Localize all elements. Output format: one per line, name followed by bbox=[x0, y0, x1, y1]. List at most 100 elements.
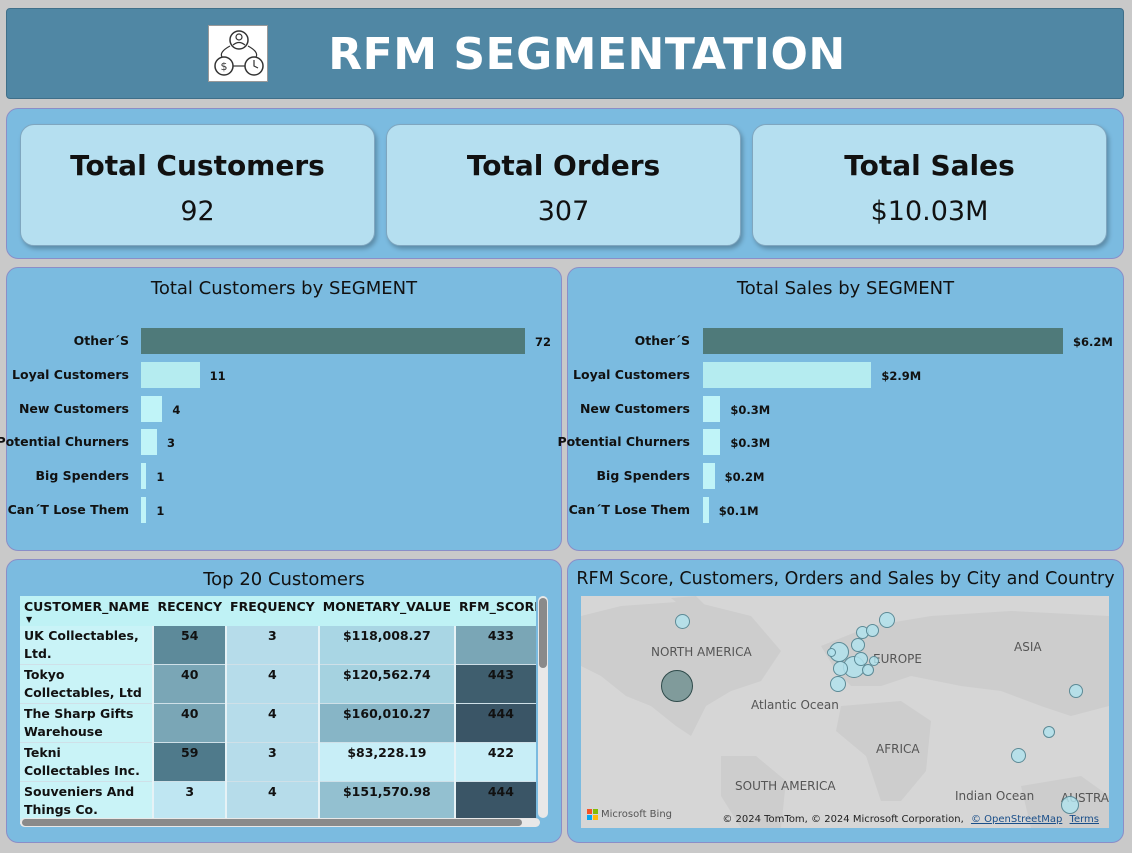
cell-recency: 54 bbox=[153, 626, 228, 665]
cell-customer-name: UK Collectables, Ltd. bbox=[20, 626, 155, 665]
bar-data-label: 1 bbox=[156, 504, 165, 518]
cell-recency: 40 bbox=[153, 664, 228, 704]
kpi-label: Total Customers bbox=[70, 149, 325, 182]
openstreetmap-link[interactable]: © OpenStreetMap bbox=[970, 814, 1063, 825]
bar[interactable] bbox=[703, 497, 709, 523]
map-bubble[interactable] bbox=[830, 676, 846, 692]
microsoft-logo-icon bbox=[587, 809, 598, 820]
bar[interactable] bbox=[703, 361, 872, 388]
bar-data-label: $0.3M bbox=[730, 436, 771, 451]
bar-category-label: New Customers bbox=[579, 400, 690, 416]
bar[interactable] bbox=[141, 328, 525, 354]
bing-attribution: Microsoft Bing bbox=[587, 809, 672, 820]
bar[interactable] bbox=[141, 463, 147, 490]
bar-category-label: Other´S bbox=[73, 333, 129, 348]
map-bubble[interactable] bbox=[866, 624, 879, 637]
bar[interactable] bbox=[703, 429, 721, 456]
kpi-card-total-customers[interactable]: Total Customers 92 bbox=[20, 124, 375, 246]
map-bubble[interactable] bbox=[1011, 748, 1026, 763]
bar-category-label: Can´T Lose Them bbox=[568, 502, 690, 517]
kpi-card-total-sales[interactable]: Total Sales $10.03M bbox=[752, 124, 1107, 246]
table-header-row: CUSTOMER_NAME ▼ RECENCY FREQUENCY MONETA… bbox=[20, 596, 536, 626]
bar-data-label: $0.1M bbox=[718, 504, 759, 518]
bar-data-label: $6.2M bbox=[1073, 335, 1113, 349]
col-header-recency[interactable]: RECENCY bbox=[153, 596, 227, 626]
map-bubble[interactable] bbox=[1069, 684, 1083, 698]
table-row[interactable]: Souveniers And Things Co. 3 4 $151,570.98 44… bbox=[20, 781, 536, 821]
bar-data-label: 72 bbox=[535, 335, 552, 349]
table-vertical-scrollbar[interactable] bbox=[538, 596, 548, 818]
kpi-label: Total Sales bbox=[844, 149, 1015, 182]
map-bubble[interactable] bbox=[854, 652, 868, 666]
table-row[interactable]: Tokyo Collectables, Ltd 40 4 $120,562.74 443 bbox=[20, 664, 536, 704]
bar-category-label: Big Spenders bbox=[596, 468, 690, 484]
bar-data-label: 3 bbox=[167, 436, 176, 451]
dashboard-header: $ RFM SEGMENTATION bbox=[6, 8, 1124, 99]
bar[interactable] bbox=[141, 429, 157, 456]
map-bubble[interactable] bbox=[1043, 726, 1055, 738]
cell-customer-name: Souveniers And Things Co. bbox=[20, 781, 155, 821]
table-row[interactable]: The Sharp Gifts Warehouse 40 4 $160,010.27 4… bbox=[20, 703, 536, 743]
kpi-value: 92 bbox=[180, 196, 215, 227]
col-header-customer-name[interactable]: CUSTOMER_NAME ▼ bbox=[20, 596, 154, 626]
bar[interactable] bbox=[703, 395, 721, 422]
cell-monetary-value: $118,008.27 bbox=[318, 626, 457, 665]
col-header-rfm-score[interactable]: RFM_SCORE bbox=[455, 596, 536, 626]
cell-rfm-score: 433 bbox=[455, 626, 536, 665]
cell-frequency: 4 bbox=[226, 664, 320, 704]
kpi-value: $10.03M bbox=[870, 196, 989, 227]
customers-by-segment-chart[interactable]: Total Customers by SEGMENT Other´S 72 Loya… bbox=[0, 267, 562, 551]
cell-frequency: 3 bbox=[226, 742, 320, 782]
map-bubble[interactable] bbox=[869, 656, 879, 666]
map-label-europe: EUROPE bbox=[873, 652, 922, 666]
table-horizontal-scrollbar[interactable] bbox=[20, 818, 540, 827]
map-bubble[interactable] bbox=[675, 614, 690, 629]
cell-recency: 59 bbox=[153, 742, 228, 782]
table-row[interactable]: Tekni Collectables Inc. 59 3 $83,228.19 422 bbox=[20, 742, 536, 782]
table-row[interactable]: UK Collectables, Ltd. 54 3 $118,008.27 433 bbox=[20, 626, 536, 665]
world-map[interactable]: NORTH AMERICA EUROPE ASIA Atlantic Ocean… bbox=[581, 596, 1109, 828]
bar[interactable] bbox=[141, 361, 200, 388]
bar-data-label: $2.9M bbox=[881, 368, 922, 383]
map-label-south-america: SOUTH AMERICA bbox=[735, 779, 836, 793]
cell-frequency: 4 bbox=[226, 781, 320, 821]
bar-category-label: Loyal Customers bbox=[12, 366, 129, 382]
sales-by-segment-chart[interactable]: Total Sales by SEGMENT Other´S $6.2M Loyal… bbox=[557, 267, 1124, 551]
top-customers-panel: Top 20 Customers CUSTOMER_NAME ▼ RECENCY… bbox=[6, 559, 562, 843]
map-bubble[interactable] bbox=[1061, 796, 1079, 814]
map-bubble[interactable] bbox=[827, 648, 836, 657]
bar[interactable] bbox=[703, 328, 1063, 354]
scrollbar-thumb[interactable] bbox=[22, 819, 522, 826]
scrollbar-thumb[interactable] bbox=[539, 598, 547, 668]
map-label-asia: ASIA bbox=[1014, 640, 1042, 654]
bar[interactable] bbox=[703, 463, 715, 490]
kpi-card-total-orders[interactable]: Total Orders 307 bbox=[386, 124, 741, 246]
map-title: RFM Score, Customers, Orders and Sales b… bbox=[576, 569, 1115, 589]
table-title: Top 20 Customers bbox=[203, 569, 365, 590]
cell-recency: 3 bbox=[153, 781, 228, 821]
kpi-value: 307 bbox=[537, 196, 590, 227]
map-bubble[interactable] bbox=[833, 661, 848, 676]
bar-data-label: 11 bbox=[209, 368, 226, 383]
map-bubble[interactable] bbox=[879, 612, 895, 628]
map-bubble[interactable] bbox=[862, 664, 874, 676]
map-bubble[interactable] bbox=[851, 638, 865, 652]
cell-monetary-value: $160,010.27 bbox=[318, 703, 457, 743]
cell-monetary-value: $83,228.19 bbox=[318, 742, 457, 782]
col-header-monetary-value[interactable]: MONETARY_VALUE bbox=[318, 596, 455, 626]
bar[interactable] bbox=[141, 497, 147, 523]
bar[interactable] bbox=[141, 395, 163, 422]
sort-desc-icon[interactable]: ▼ bbox=[26, 615, 33, 624]
bar-category-label: Big Spenders bbox=[35, 468, 129, 484]
bar-data-label: $0.2M bbox=[724, 470, 765, 485]
cell-monetary-value: $151,570.98 bbox=[318, 781, 457, 821]
map-bubble-usa[interactable] bbox=[661, 670, 693, 702]
bar-data-label: 4 bbox=[172, 402, 181, 417]
terms-link[interactable]: Terms bbox=[1069, 814, 1099, 825]
bar-category-label: Potential Churners bbox=[557, 434, 690, 450]
bar-data-label: $0.3M bbox=[730, 402, 771, 417]
kpi-strip: Total Customers 92 Total Orders 307 Tota… bbox=[6, 108, 1124, 259]
cell-rfm-score: 422 bbox=[455, 742, 536, 782]
col-header-frequency[interactable]: FREQUENCY bbox=[226, 596, 319, 626]
kpi-label: Total Orders bbox=[466, 149, 661, 182]
